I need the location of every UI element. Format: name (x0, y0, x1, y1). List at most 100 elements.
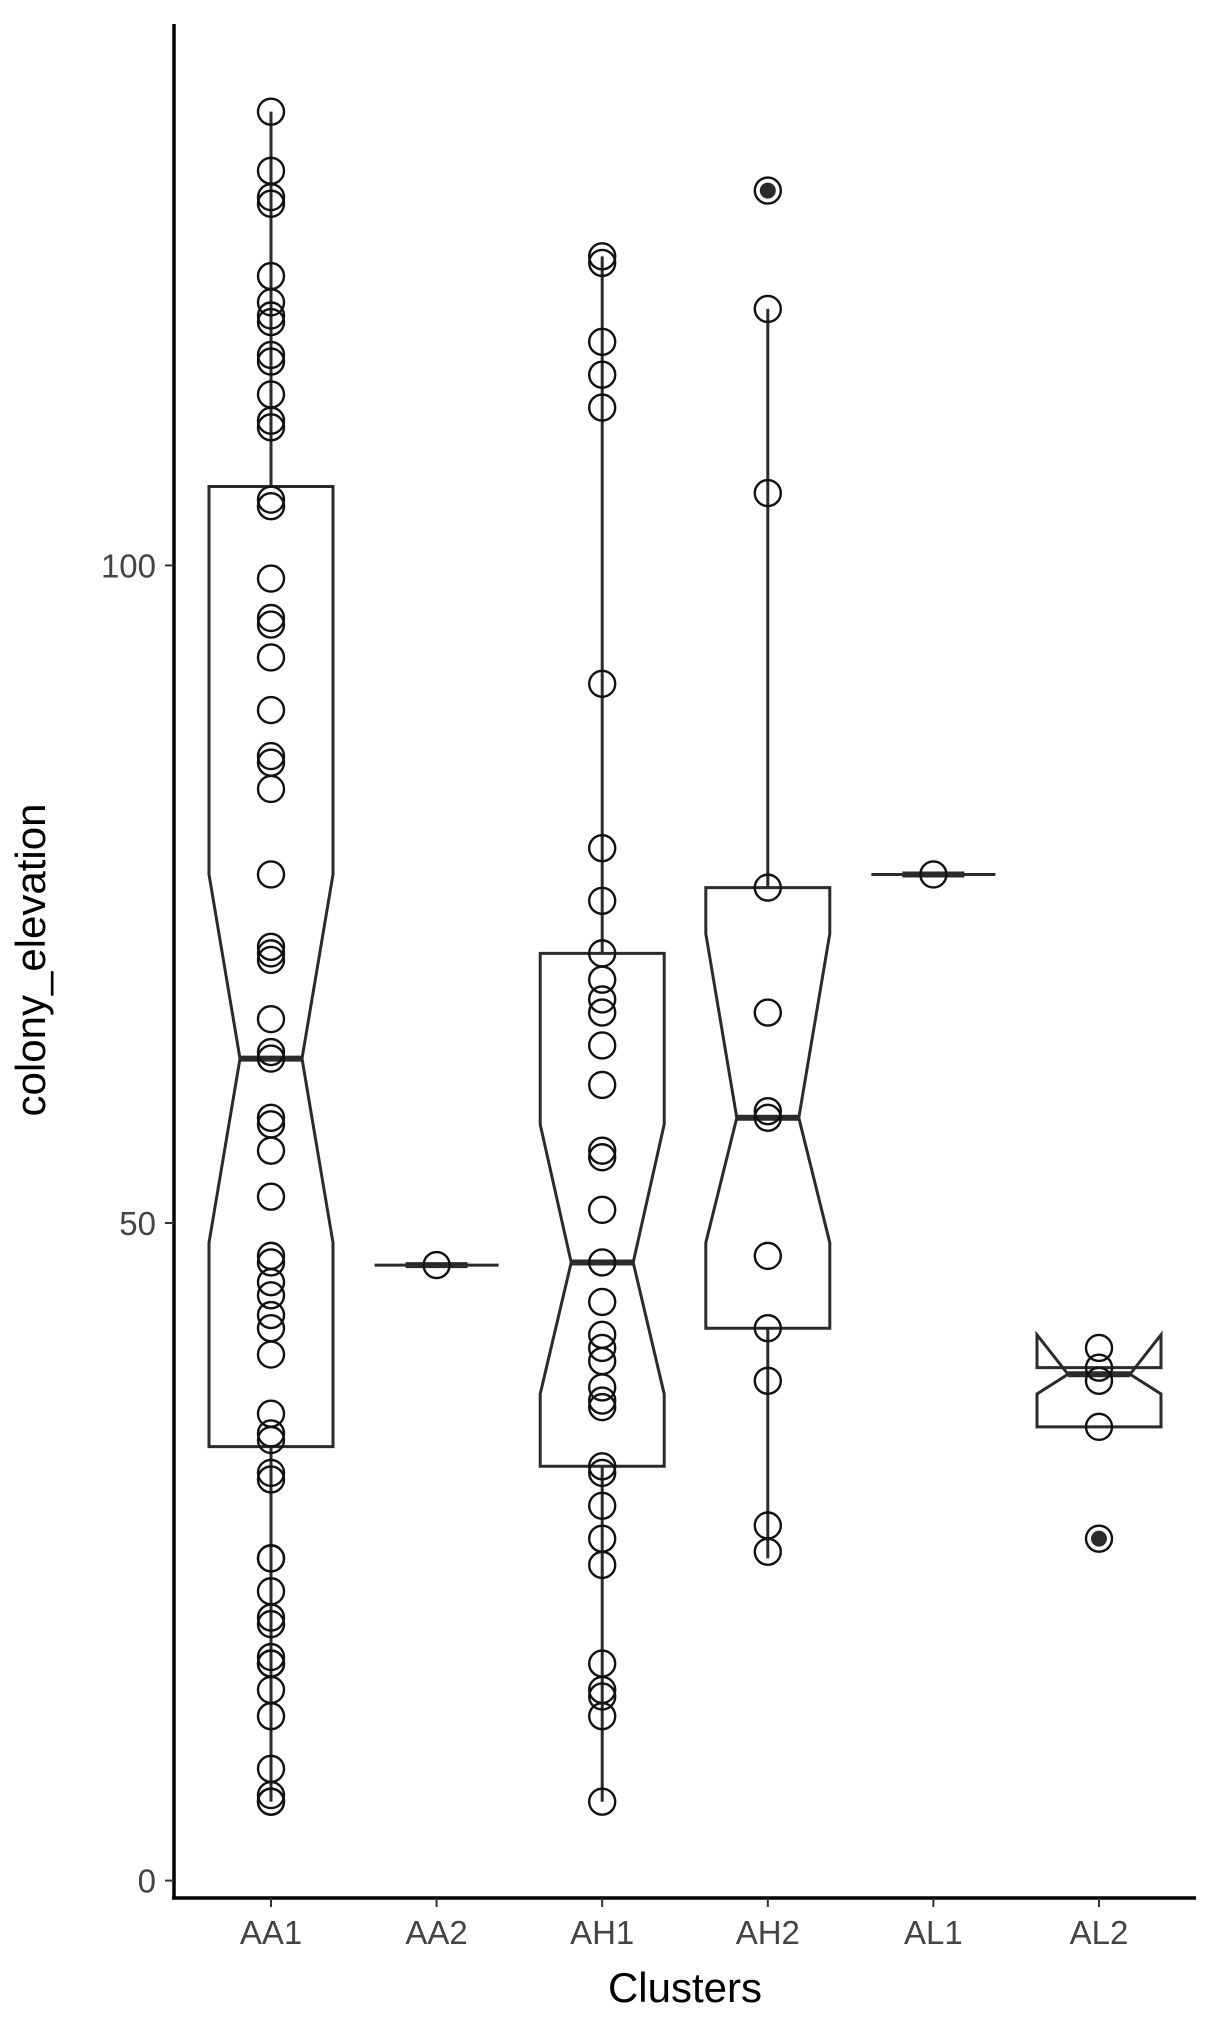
data-point-AA1-37 (256, 1281, 286, 1310)
data-point-AA1-9 (256, 347, 286, 376)
box-group-AL2 (1035, 1330, 1163, 1553)
data-point-AH1-3 (588, 360, 617, 389)
data-point-AH1-14 (588, 1136, 617, 1165)
data-point-AA1-26 (256, 945, 286, 975)
data-point-AH1-5 (588, 669, 617, 698)
data-point-AA1-57 (256, 1780, 286, 1810)
data-point-AH1-26 (588, 1458, 617, 1488)
data-point-AH2-1 (753, 294, 782, 324)
data-point-AL1-0 (919, 860, 948, 889)
data-point-AH1-1 (588, 248, 617, 278)
data-point-AH2-8 (753, 1314, 782, 1343)
data-point-AA1-32 (256, 1136, 286, 1165)
data-point-AH2-11 (753, 1537, 782, 1567)
data-point-AA1-50 (256, 1609, 286, 1639)
axis-ticks: 0 50 100 AA1 AA2 AH1 AH2 AL1 AL2 (101, 547, 1128, 1951)
data-point-AH1-17 (588, 1248, 617, 1277)
x-tick-label-AH2: AH2 (736, 1914, 800, 1951)
data-point-AA1-45 (256, 1465, 286, 1494)
box-group-AL1 (871, 860, 996, 889)
data-point-AH1-33 (588, 1701, 617, 1731)
data-point-AH2-0 (753, 176, 782, 205)
data-point-AA1-20 (256, 741, 286, 771)
data-point-AH1-15 (588, 1143, 617, 1172)
data-point-AA1-19 (256, 695, 286, 725)
data-point-AA1-3 (256, 189, 286, 218)
data-point-AH1-13 (588, 1070, 617, 1100)
data-point-AH1-2 (588, 327, 617, 357)
data-point-AA1-17 (256, 610, 286, 639)
x-tick-label-AH1: AH1 (570, 1914, 634, 1951)
data-point-AH1-22 (588, 1373, 617, 1402)
x-tick-label-AA1: AA1 (240, 1914, 302, 1951)
data-point-AA1-27 (256, 1004, 286, 1034)
data-point-AA1-7 (256, 307, 286, 337)
data-point-AA1-29 (256, 1044, 286, 1073)
data-point-AA1-15 (256, 564, 286, 593)
data-point-AA1-38 (256, 1300, 286, 1330)
data-point-AA2-0 (422, 1250, 451, 1280)
data-point-AL2-4 (1084, 1524, 1114, 1553)
data-point-AA1-30 (256, 1103, 286, 1132)
data-point-AA1-28 (256, 1037, 286, 1067)
data-point-AA1-25 (256, 939, 286, 968)
box-group-AA2 (374, 1250, 499, 1280)
data-point-AL2-3 (1084, 1412, 1114, 1442)
data-point-AH1-16 (588, 1195, 617, 1225)
data-point-AH1-24 (588, 1392, 617, 1422)
data-point-AH2-5 (753, 1097, 782, 1126)
box-group-AH1 (538, 242, 666, 1816)
data-point-AH1-20 (588, 1333, 617, 1363)
y-axis-title: colony_elevation (7, 804, 54, 1117)
data-point-AA1-47 (256, 1544, 286, 1573)
y-tick-label-100: 100 (101, 547, 156, 584)
data-point-AH1-27 (588, 1491, 617, 1520)
data-point-AH1-12 (588, 1031, 617, 1060)
x-axis-title: Clusters (608, 1964, 762, 2011)
data-point-AA1-40 (256, 1340, 286, 1369)
data-point-AA1-36 (256, 1267, 286, 1297)
data-point-AA1-0 (256, 97, 286, 126)
data-point-AH2-6 (753, 1103, 782, 1132)
data-point-AH1-4 (588, 393, 617, 422)
notched-box-AL2 (1035, 1330, 1163, 1429)
data-point-AA1-31 (256, 1110, 286, 1139)
data-point-AA1-55 (256, 1701, 286, 1731)
outlier-point-AH2-0 (759, 182, 776, 199)
data-point-AA1-33 (256, 1182, 286, 1211)
data-point-AH1-34 (588, 1787, 617, 1816)
data-point-AA1-13 (256, 485, 286, 514)
data-point-AA1-34 (256, 1241, 286, 1271)
data-point-AA1-11 (256, 406, 286, 435)
data-point-AH1-32 (588, 1682, 617, 1711)
data-point-AH1-7 (588, 886, 617, 915)
data-point-AH2-3 (753, 873, 782, 902)
data-point-AA1-59 (256, 1787, 286, 1816)
data-point-AA1-21 (256, 748, 286, 777)
data-point-AA1-2 (256, 182, 286, 212)
data-point-AA1-51 (256, 1642, 286, 1672)
notched-box-AH1 (538, 951, 666, 1468)
y-tick-label-0: 0 (138, 1863, 156, 1900)
data-point-AA1-14 (256, 492, 286, 521)
data-point-AA1-16 (256, 603, 286, 633)
data-point-AA1-44 (256, 1458, 286, 1488)
notched-box-AH2 (704, 886, 832, 1330)
plot-area (207, 97, 1163, 1816)
data-point-AA1-42 (256, 1419, 286, 1448)
data-point-AL2-2 (1084, 1366, 1114, 1396)
data-point-AA1-35 (256, 1248, 286, 1277)
data-point-AA1-6 (256, 301, 286, 330)
data-point-AH1-18 (588, 1287, 617, 1317)
data-point-AH2-7 (753, 1241, 782, 1271)
data-point-AH1-10 (588, 985, 617, 1014)
data-point-AL2-0 (1084, 1333, 1114, 1363)
data-point-AA1-5 (256, 288, 286, 317)
data-point-AH1-6 (588, 833, 617, 863)
box-group-AH2 (704, 176, 832, 1567)
y-tick-label-50: 50 (119, 1205, 156, 1242)
box-group-AA1 (207, 97, 335, 1816)
data-point-AA1-23 (256, 860, 286, 889)
data-point-AA1-8 (256, 340, 286, 370)
